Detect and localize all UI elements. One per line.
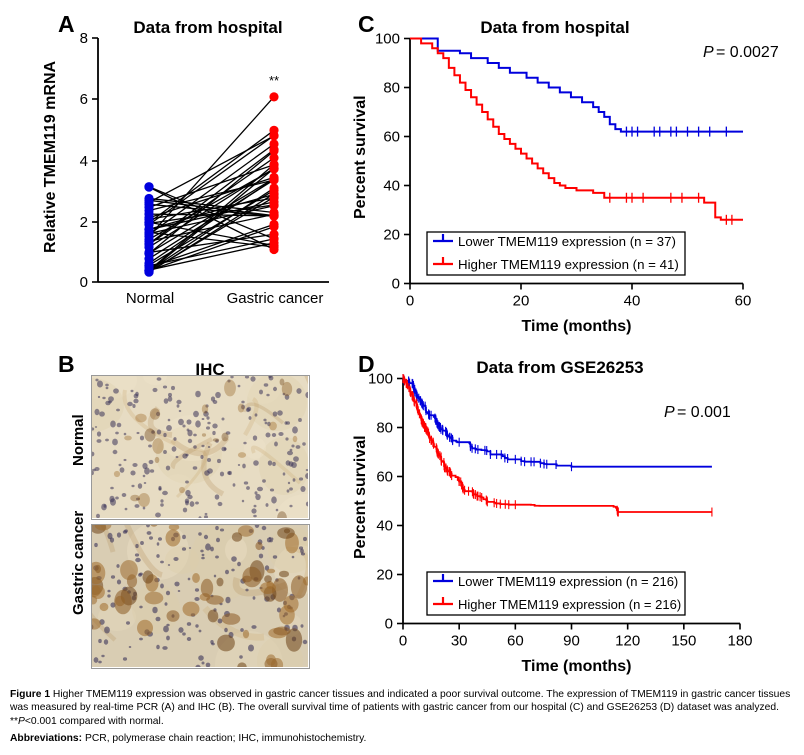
svg-text:30: 30 (451, 633, 468, 650)
svg-text:Lower TMEM119 expression (n =: Lower TMEM119 expression (n = 216) (458, 574, 678, 589)
svg-text:P: P (664, 404, 675, 421)
svg-text:90: 90 (563, 633, 580, 650)
svg-text:P: P (703, 44, 714, 61)
svg-text:Lower TMEM119 expression (n =: Lower TMEM119 expression (n = 37) (458, 234, 676, 249)
svg-text:0: 0 (406, 293, 414, 310)
svg-text:180: 180 (727, 633, 752, 650)
svg-text:= 0.001: = 0.001 (677, 404, 731, 421)
svg-text:0: 0 (399, 633, 407, 650)
svg-text:60: 60 (376, 469, 393, 486)
svg-text:40: 40 (376, 518, 393, 535)
svg-text:Higher TMEM119 expression (n =: Higher TMEM119 expression (n = 216) (458, 597, 681, 612)
svg-text:0: 0 (385, 616, 393, 633)
svg-text:80: 80 (376, 420, 393, 437)
svg-text:= 0.0027: = 0.0027 (716, 44, 779, 61)
svg-text:150: 150 (671, 633, 696, 650)
svg-text:20: 20 (513, 293, 530, 310)
svg-text:60: 60 (507, 633, 524, 650)
svg-text:40: 40 (624, 293, 641, 310)
svg-text:60: 60 (735, 293, 752, 310)
svg-text:120: 120 (615, 633, 640, 650)
svg-text:20: 20 (376, 567, 393, 584)
svg-text:Higher TMEM119 expression (n =: Higher TMEM119 expression (n = 41) (458, 257, 679, 272)
